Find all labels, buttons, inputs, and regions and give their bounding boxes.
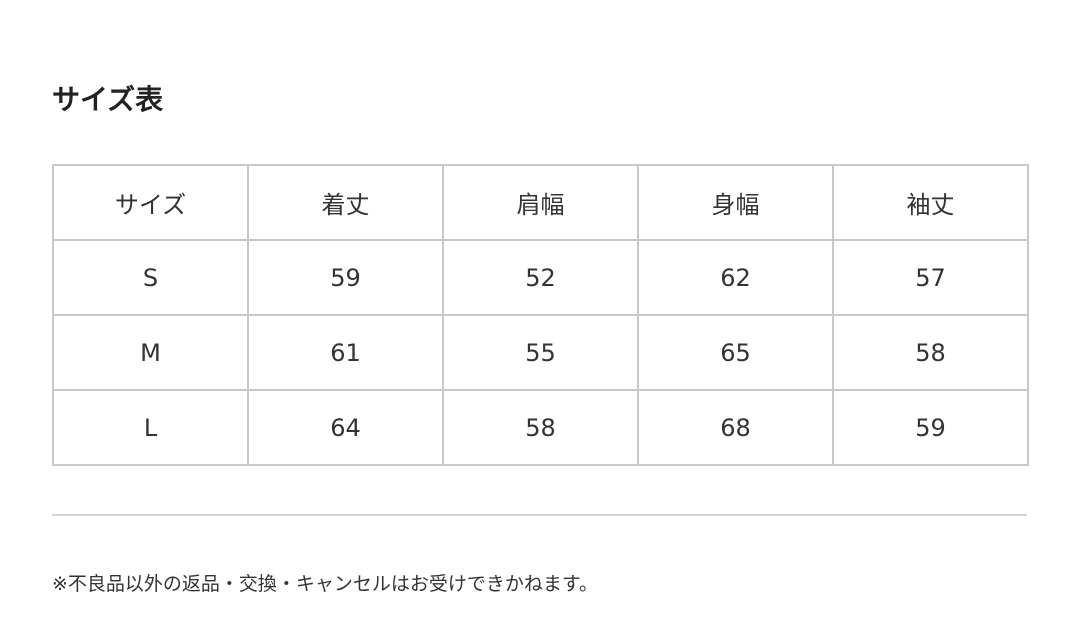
cell: 59 xyxy=(832,389,1029,466)
cell: 57 xyxy=(832,239,1029,316)
cell: 62 xyxy=(637,239,834,316)
header-length: 着丈 xyxy=(247,164,444,241)
divider xyxy=(52,514,1027,516)
cell: 58 xyxy=(832,314,1029,391)
cell: 68 xyxy=(637,389,834,466)
cell: 59 xyxy=(247,239,444,316)
header-shoulder: 肩幅 xyxy=(442,164,639,241)
cell: 58 xyxy=(442,389,639,466)
cell: M xyxy=(52,314,249,391)
table-row: L 64 58 68 59 xyxy=(52,389,1029,466)
cell: 55 xyxy=(442,314,639,391)
cell: L xyxy=(52,389,249,466)
cell: 64 xyxy=(247,389,444,466)
header-width: 身幅 xyxy=(637,164,834,241)
header-size: サイズ xyxy=(52,164,249,241)
cell: S xyxy=(52,239,249,316)
return-policy-note: ※不良品以外の返品・交換・キャンセルはお受けできかねます。 xyxy=(52,573,599,595)
cell: 61 xyxy=(247,314,444,391)
page-title: サイズ表 xyxy=(52,83,164,116)
header-row: サイズ 着丈 肩幅 身幅 袖丈 xyxy=(52,164,1029,241)
table-row: M 61 55 65 58 xyxy=(52,314,1029,391)
cell: 52 xyxy=(442,239,639,316)
header-sleeve: 袖丈 xyxy=(832,164,1029,241)
cell: 65 xyxy=(637,314,834,391)
size-table: サイズ 着丈 肩幅 身幅 袖丈 S 59 52 62 57 M 61 55 65… xyxy=(52,164,1029,466)
table-row: S 59 52 62 57 xyxy=(52,239,1029,316)
